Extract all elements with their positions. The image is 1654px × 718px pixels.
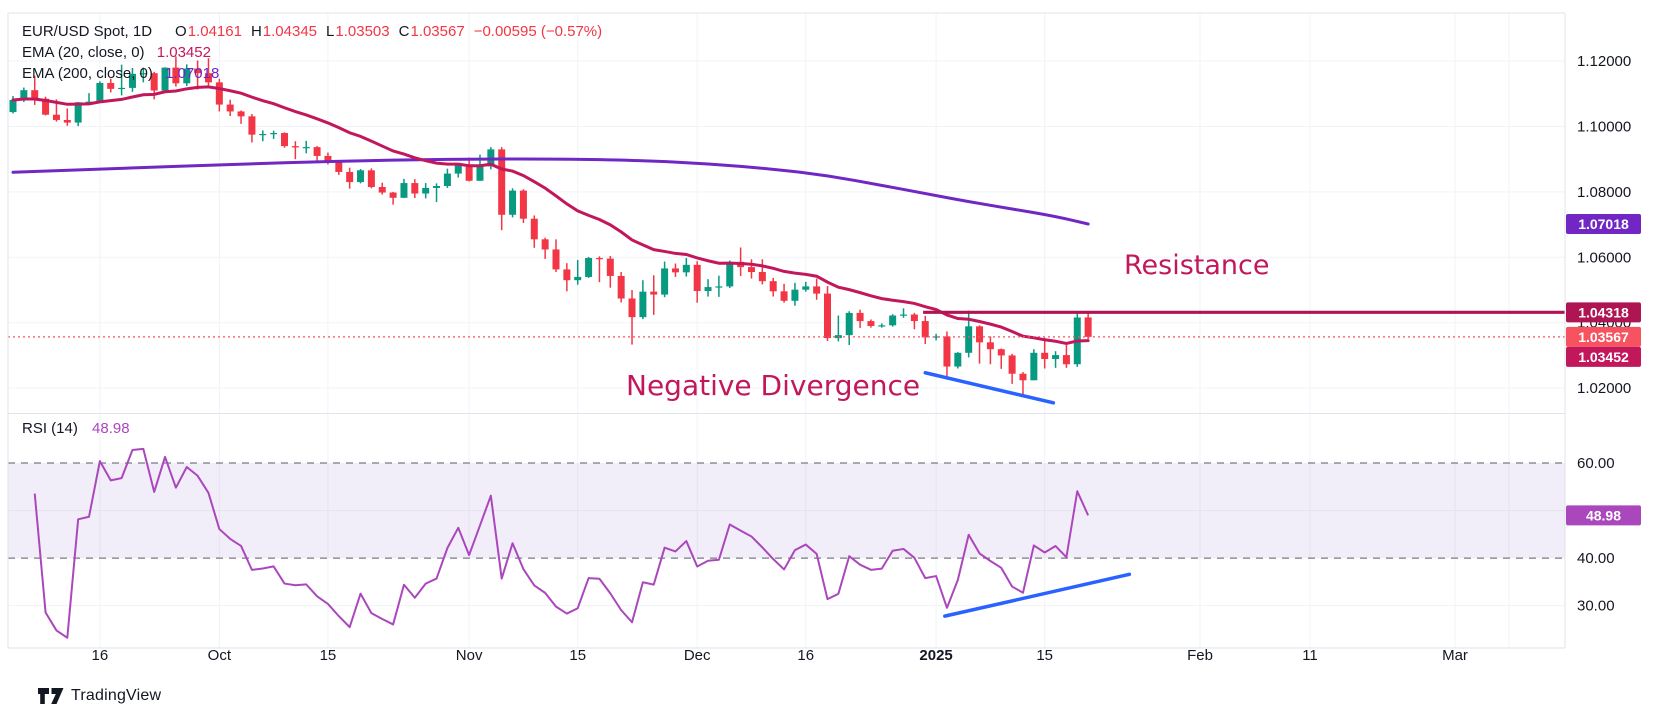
time-tick-label: 15: [1036, 647, 1053, 664]
ema200-axis-badge: 1.07018: [1566, 214, 1641, 235]
tradingview-logo-text: TradingView: [71, 687, 162, 704]
rsi-legend-row[interactable]: RSI (14) 48.98: [22, 418, 130, 439]
rsi-legend: RSI (14) 48.98: [22, 418, 130, 439]
main-legend: EUR/USD Spot, 1D O1.04161 H1.04345 L1.03503…: [22, 21, 602, 84]
ema20-line[interactable]: [11, 85, 1090, 345]
ema200-line[interactable]: [11, 157, 1090, 226]
time-tick-label: Oct: [208, 647, 232, 664]
svg-text:1.04318: 1.04318: [1578, 304, 1629, 320]
ema20-label: EMA (20, close, 0): [22, 44, 145, 61]
negative-divergence-label[interactable]: Negative Divergence: [626, 369, 921, 402]
svg-text:1.03452: 1.03452: [1578, 349, 1629, 365]
time-tick-label: Feb: [1187, 647, 1213, 664]
low-label: L: [326, 23, 335, 40]
rsi-tick-label: 40.00: [1577, 550, 1615, 567]
rsi-tick-label: 60.00: [1577, 455, 1615, 472]
open-label: O: [175, 23, 187, 40]
time-tick-label: 16: [797, 647, 814, 664]
symbol-legend-row[interactable]: EUR/USD Spot, 1D O1.04161 H1.04345 L1.03503…: [22, 21, 602, 42]
tradingview-logo-icon: [38, 688, 64, 704]
time-tick-label: 11: [1302, 647, 1318, 664]
time-tick-label: Nov: [456, 647, 483, 664]
close-value: 1.03567: [410, 23, 465, 40]
grid-lines: [8, 13, 1565, 648]
time-tick-label: Mar: [1442, 647, 1468, 664]
pane-borders: [7, 12, 1566, 649]
change-value: −0.00595 (−0.57%): [473, 23, 603, 40]
high-label: H: [250, 23, 262, 40]
rsi-value: 48.98: [92, 420, 130, 437]
ema200-legend-row[interactable]: EMA (200, close, 0) 1.07018: [22, 63, 602, 84]
ema200-label: EMA (200, close, 0): [22, 65, 153, 82]
time-axis[interactable]: 16 Oct 15 Nov 15 Dec 16 2025 15 Feb 11 Mar: [92, 647, 1468, 664]
rsi-higher-lows-line[interactable]: [943, 572, 1132, 618]
ema20-axis-badge: 1.03452: [1566, 346, 1641, 367]
time-tick-label: 16: [92, 647, 109, 664]
svg-text:1.03567: 1.03567: [1578, 329, 1629, 345]
price-lower-lows-line[interactable]: [923, 371, 1056, 405]
price-tick-label: 1.12000: [1577, 53, 1631, 70]
time-tick-label: 2025: [919, 647, 952, 664]
ema20-value: 1.03452: [156, 44, 211, 61]
tradingview-logo[interactable]: TradingView: [38, 687, 161, 705]
time-tick-label: Dec: [684, 647, 711, 664]
price-axis[interactable]: 1.120001.100001.080001.060001.040001.020…: [1566, 53, 1641, 615]
price-tick-label: 1.10000: [1577, 118, 1631, 135]
rsi-label: RSI (14): [22, 420, 78, 437]
open-value: 1.04161: [187, 23, 242, 40]
time-tick-label: 15: [569, 647, 586, 664]
time-tick-label: 15: [320, 647, 337, 664]
ema20-legend-row[interactable]: EMA (20, close, 0) 1.03452: [22, 42, 602, 63]
svg-text:1.07018: 1.07018: [1578, 216, 1629, 232]
price-tick-label: 1.08000: [1577, 184, 1631, 201]
price-tick-label: 1.02000: [1577, 380, 1631, 397]
resistance-label[interactable]: Resistance: [1124, 250, 1270, 281]
ema200-value: 1.07018: [165, 65, 220, 82]
rsi-tick-label: 30.00: [1577, 598, 1615, 615]
rsi-line[interactable]: [33, 447, 1090, 639]
svg-text:48.98: 48.98: [1586, 507, 1621, 523]
candlesticks: [9, 56, 1092, 396]
rsi-axis-badge: 48.98: [1566, 505, 1641, 526]
price-tick-label: 1.06000: [1577, 249, 1631, 266]
symbol-title[interactable]: EUR/USD Spot, 1D: [22, 23, 153, 40]
resistance-axis-badge: 1.04318: [1566, 302, 1641, 323]
last-price-axis-badge: 1.03567: [1566, 326, 1641, 347]
rsi-band: [8, 463, 1565, 559]
low-value: 1.03503: [335, 23, 390, 40]
high-value: 1.04345: [262, 23, 318, 40]
close-label: C: [398, 23, 410, 40]
